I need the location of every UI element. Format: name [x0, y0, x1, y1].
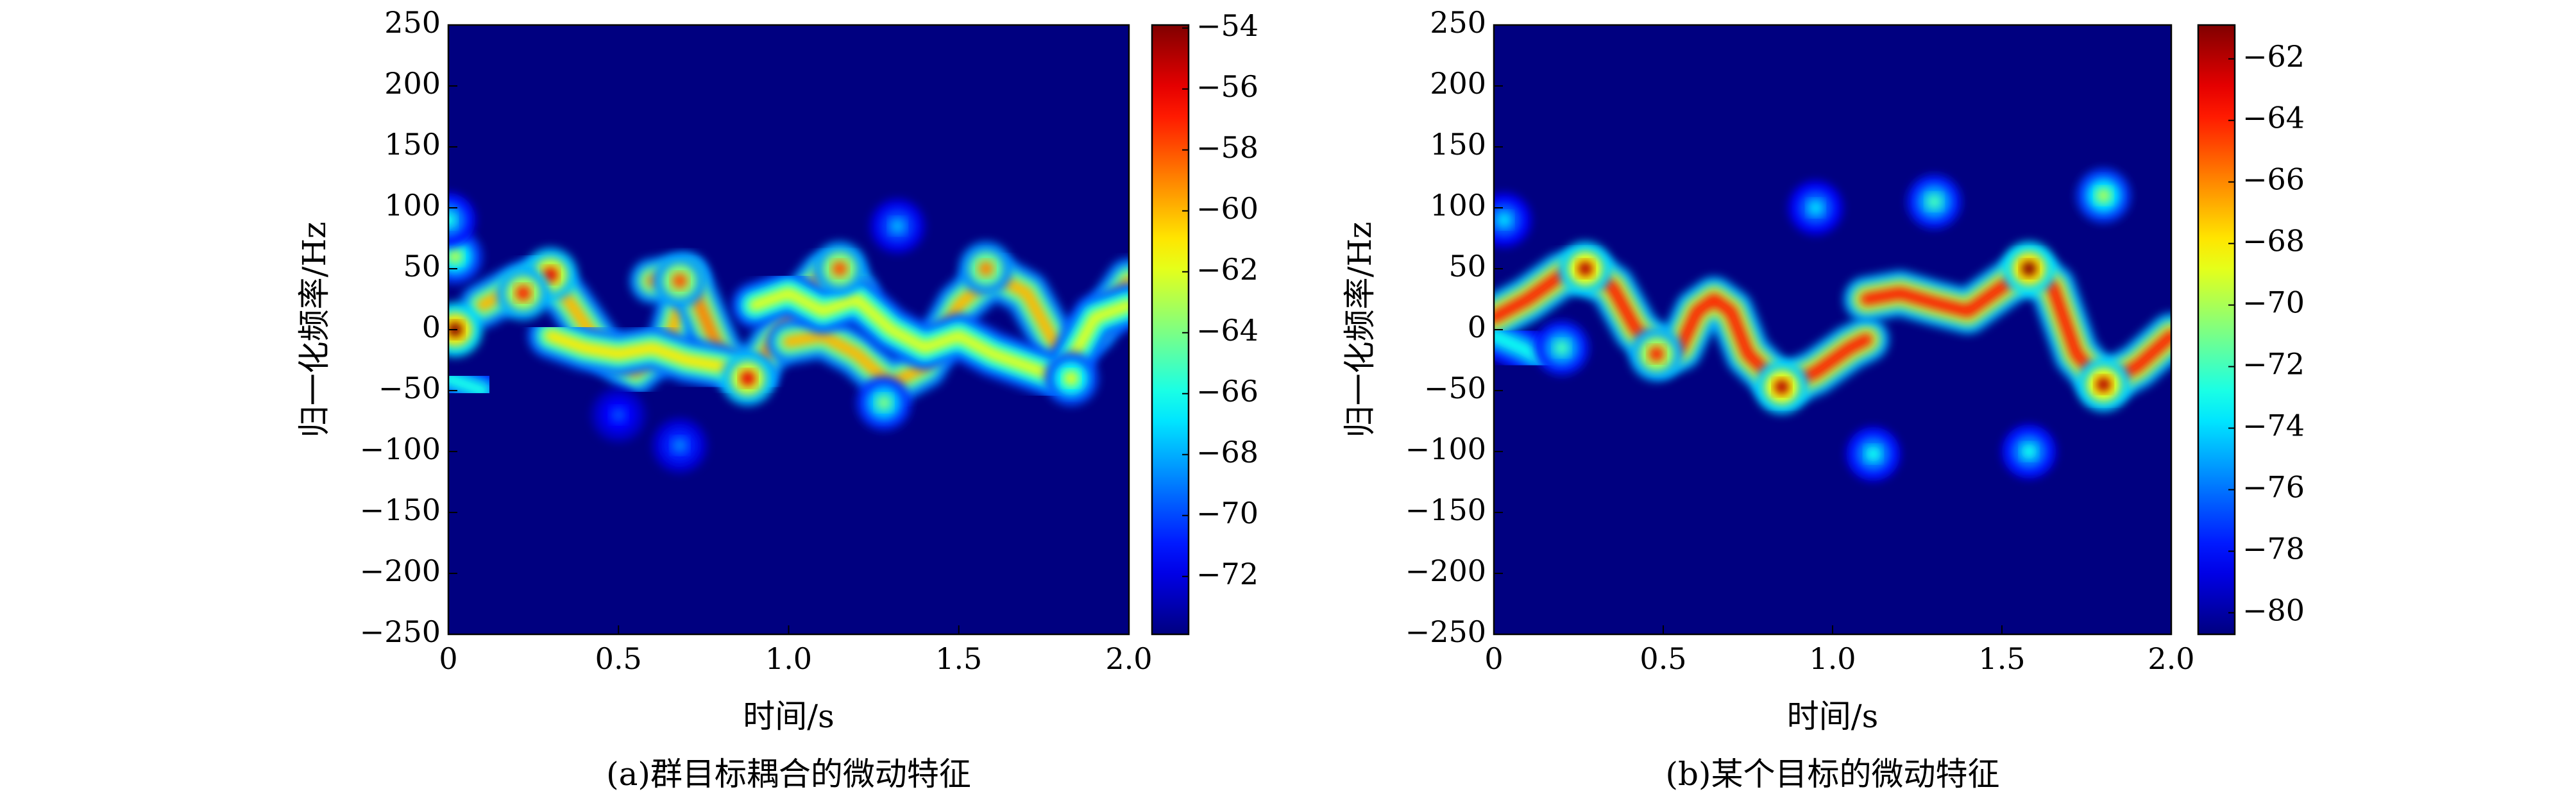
y-tick-label: −50	[1424, 371, 1486, 405]
colorbar-tick-label: −60	[1196, 191, 1258, 226]
spot	[740, 371, 756, 386]
colorbar-tick-label: −66	[2242, 162, 2305, 197]
spectrum	[1494, 169, 2171, 481]
colorbar-tick-label: −68	[2242, 224, 2305, 258]
spot	[890, 218, 906, 234]
y-tick-label: 150	[384, 127, 441, 162]
x-tick-label: 1.5	[1978, 641, 2025, 676]
spot	[448, 249, 463, 264]
y-tick-label: −150	[360, 493, 441, 527]
x-tick-label: 0.5	[595, 641, 642, 676]
colorbar-tick-label: −80	[2242, 593, 2305, 627]
spot	[1808, 200, 1824, 216]
x-tick-label: 1.0	[765, 641, 812, 676]
spot	[1063, 371, 1079, 386]
colorbar-tick-label: −70	[1196, 496, 1258, 530]
colorbar-tick-label: −70	[2242, 285, 2305, 320]
y-tick-label: −250	[360, 614, 441, 649]
spot	[448, 203, 466, 237]
spot	[2096, 188, 2112, 203]
x-tick-label: 0	[1484, 641, 1503, 676]
spot	[1926, 194, 1942, 210]
y-tick-label: 200	[384, 66, 441, 101]
y-tick-label: 150	[1430, 127, 1486, 162]
colorbar	[1151, 24, 1190, 636]
spot	[1774, 379, 1790, 395]
spot	[1496, 212, 1512, 228]
y-tick-label: −200	[1405, 554, 1486, 588]
spot	[1865, 446, 1881, 462]
spot	[978, 261, 994, 276]
colorbar-tick-label: −76	[2242, 469, 2305, 504]
spot	[515, 285, 531, 301]
x-tick-label: 2.0	[1105, 641, 1152, 676]
colorbar-tick-label: −78	[2242, 531, 2305, 566]
y-tick-label: 100	[1430, 188, 1486, 223]
spot	[2096, 376, 2112, 393]
x-tick-label: 1.5	[935, 641, 982, 676]
colorbar-tick-label: −62	[1196, 252, 1258, 287]
ridge	[544, 329, 761, 385]
y-tick-label: 50	[403, 249, 441, 283]
spot	[2021, 261, 2037, 276]
spot	[543, 267, 559, 283]
colorbar-tick-label: −64	[2242, 101, 2305, 135]
spot	[832, 261, 848, 276]
x-tick-label: 2.0	[2148, 641, 2194, 676]
y-tick-label: −100	[360, 432, 441, 466]
ridge	[448, 372, 489, 397]
spot	[672, 273, 688, 289]
spot	[1554, 340, 1570, 356]
y-axis-label: 归一化频率/Hz	[1341, 222, 1378, 438]
y-tick-label: 0	[1468, 310, 1486, 344]
x-tick-label: 0.5	[1640, 641, 1686, 676]
colorbar	[2197, 24, 2236, 636]
y-tick-label: −250	[1405, 614, 1486, 649]
colorbar-tick-label: −62	[2242, 39, 2305, 74]
chart-title: (a)群目标耦合的微动特征	[606, 756, 971, 793]
colorbar-tick-label: −64	[1196, 313, 1258, 348]
colorbar-tick-label: −72	[1196, 557, 1258, 591]
y-tick-label: −150	[1405, 493, 1486, 527]
spot	[1648, 346, 1665, 362]
y-tick-label: −100	[1405, 432, 1486, 466]
spot	[876, 395, 892, 410]
spot	[672, 437, 688, 453]
y-axis-label: 归一化频率/Hz	[296, 222, 333, 438]
y-tick-label: 0	[422, 310, 441, 344]
colorbar-tick-label: −74	[2242, 409, 2305, 443]
x-tick-label: 1.0	[1809, 641, 1856, 676]
spectrum	[448, 193, 1129, 473]
y-tick-label: −50	[378, 371, 441, 405]
colorbar-tick-label: −68	[1196, 435, 1258, 469]
y-tick-label: 200	[1430, 66, 1486, 101]
spot	[2021, 444, 2037, 459]
x-tick-label: 0	[439, 641, 457, 676]
spot	[448, 212, 456, 228]
spot	[1577, 261, 1593, 276]
colorbar-tick-label: −58	[1196, 130, 1258, 165]
y-tick-label: −200	[360, 554, 441, 588]
colorbar-tick-label: −66	[1196, 374, 1258, 409]
y-tick-label: 250	[384, 5, 441, 40]
colorbar-tick-label: −72	[2242, 347, 2305, 382]
y-tick-label: 250	[1430, 5, 1486, 40]
chart-title: (b)某个目标的微动特征	[1665, 756, 1999, 793]
y-tick-label: 100	[384, 188, 441, 223]
x-axis-label: 时间/s	[1787, 698, 1879, 735]
colorbar-tick-label: −54	[1196, 8, 1258, 43]
colorbar-tick-label: −56	[1196, 69, 1258, 104]
spot	[611, 407, 627, 423]
x-axis-label: 时间/s	[743, 698, 835, 735]
y-tick-label: 50	[1448, 249, 1486, 283]
